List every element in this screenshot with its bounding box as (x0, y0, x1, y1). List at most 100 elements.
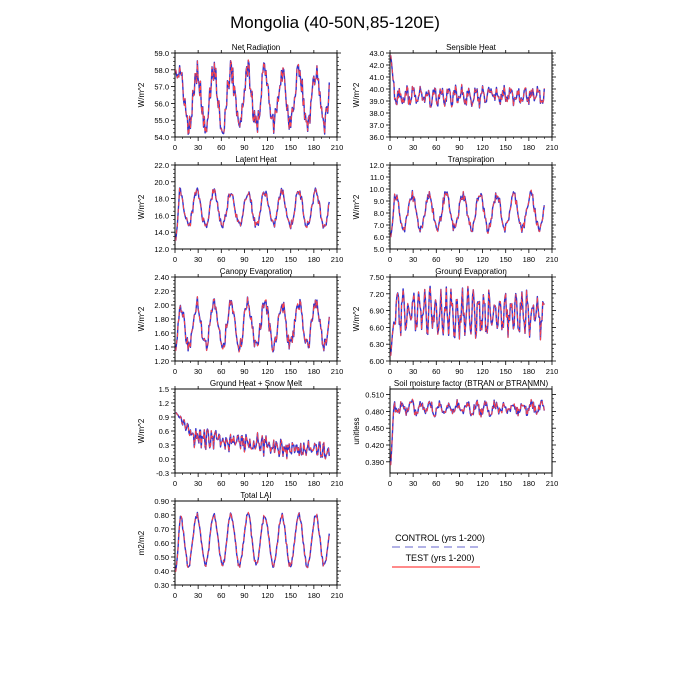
x-tick-label: 30 (409, 479, 417, 488)
y-tick-label: 6.90 (369, 307, 384, 316)
x-tick-label: 150 (284, 591, 297, 600)
y-tick-label: 0.390 (365, 458, 384, 467)
x-tick-label: 150 (284, 255, 297, 264)
chart-panel-2: Sensible Heat 36.0 37.0 38.0 39.0 40.0 41.0 42.… (352, 43, 558, 152)
y-tick-label: 5.0 (374, 245, 384, 254)
y-tick-label: 1.80 (154, 315, 169, 324)
x-tick-label: 30 (194, 367, 202, 376)
x-tick-label: 30 (409, 255, 417, 264)
x-tick-label: 0 (173, 479, 177, 488)
x-tick-label: 210 (546, 143, 559, 152)
y-tick-label: 7.0 (374, 221, 384, 230)
chart-panel-1: Net Radiation 54.0 55.0 56.0 57.0 58.0 59.0 0 30… (137, 43, 343, 152)
chart-title: Transpiration (448, 155, 494, 164)
x-tick-label: 180 (523, 367, 536, 376)
x-tick-label: 60 (217, 143, 225, 152)
x-tick-label: 0 (173, 591, 177, 600)
series-line-control (175, 411, 330, 460)
x-tick-label: 150 (284, 479, 297, 488)
x-tick-label: 210 (331, 255, 344, 264)
chart-panel-9: Total LAI 0.30 0.40 0.50 0.60 0.70 0.80 0.90 0 30… (137, 491, 343, 600)
y-tick-label: 1.5 (159, 385, 169, 394)
series-line-test (390, 189, 545, 238)
y-tick-label: 37.0 (369, 121, 384, 130)
y-axis-label: unitless (352, 417, 361, 444)
x-tick-label: 180 (523, 255, 536, 264)
x-tick-label: 90 (240, 143, 248, 152)
x-tick-label: 120 (476, 255, 489, 264)
y-tick-label: 0.60 (154, 539, 169, 548)
chart-panel-3: Latent Heat 12.0 14.0 16.0 18.0 20.0 22.0 0 30 60… (137, 155, 343, 264)
series-line-test (390, 55, 545, 108)
y-tick-label: 7.20 (369, 290, 384, 299)
chart-panel-5: Canopy Evaporation 1.20 1.40 1.60 1.80 2.00 2.… (137, 267, 343, 376)
x-tick-label: 60 (217, 255, 225, 264)
x-tick-label: 30 (194, 479, 202, 488)
y-tick-label: 0.9 (159, 413, 169, 422)
x-tick-label: 90 (455, 367, 463, 376)
plot-frame (389, 276, 553, 362)
x-tick-label: 180 (523, 479, 536, 488)
x-tick-label: 30 (194, 591, 202, 600)
x-tick-label: 30 (194, 143, 202, 152)
y-tick-label: 42.0 (369, 61, 384, 70)
x-tick-label: 120 (261, 367, 274, 376)
x-tick-label: 0 (173, 367, 177, 376)
y-tick-label: 11.0 (370, 173, 384, 182)
x-tick-label: 60 (217, 479, 225, 488)
plot-frame (174, 500, 338, 586)
x-tick-label: 120 (476, 143, 489, 152)
y-tick-label: 12.0 (154, 245, 169, 254)
y-tick-label: 38.0 (369, 109, 384, 118)
x-tick-label: 120 (476, 367, 489, 376)
y-tick-label: 14.0 (154, 228, 169, 237)
x-tick-label: 60 (432, 255, 440, 264)
y-axis-label: W/m^2 (137, 82, 146, 107)
x-tick-label: 120 (261, 255, 274, 264)
x-tick-label: 0 (173, 255, 177, 264)
x-tick-label: 60 (217, 591, 225, 600)
y-tick-label: 43.0 (369, 49, 384, 58)
x-tick-label: 30 (409, 143, 417, 152)
x-tick-label: 180 (523, 143, 536, 152)
x-tick-label: 150 (499, 479, 512, 488)
y-tick-label: 16.0 (154, 211, 169, 220)
series-line-test (175, 59, 330, 136)
series-line-control (175, 296, 330, 353)
chart-title: Soil moisture factor (BTRAN or BTRANMN) (394, 379, 549, 388)
y-tick-label: 6.0 (374, 233, 384, 242)
x-tick-label: 180 (308, 367, 321, 376)
y-tick-label: 0.30 (154, 581, 169, 590)
chart-title: Ground Evaporation (435, 267, 507, 276)
x-tick-label: 180 (308, 143, 321, 152)
y-tick-label: 6.60 (369, 323, 384, 332)
y-tick-label: 0.50 (154, 553, 169, 562)
y-tick-label: 0.510 (365, 391, 384, 400)
y-tick-label: 56.0 (154, 99, 169, 108)
series-line-test (175, 187, 330, 241)
x-tick-label: 180 (308, 479, 321, 488)
x-tick-label: 210 (331, 143, 344, 152)
y-tick-label: 55.0 (154, 116, 169, 125)
y-tick-label: 10.0 (369, 185, 384, 194)
y-tick-label: 6.00 (369, 357, 384, 366)
x-tick-label: 60 (432, 367, 440, 376)
chart-panel-7: Ground Heat + Snow Melt -0.3 0.0 0.3 0.6 0.9 1… (137, 379, 343, 488)
chart-panel-4: Transpiration 5.0 6.0 7.0 8.0 9.0 10.0 11.0 12.0… (352, 155, 558, 264)
y-tick-label: 0.6 (159, 427, 169, 436)
series-line-control (390, 399, 545, 465)
x-tick-label: 60 (432, 479, 440, 488)
x-tick-label: 120 (261, 143, 274, 152)
y-tick-label: 8.0 (374, 209, 384, 218)
panels-group: Net Radiation 54.0 55.0 56.0 57.0 58.0 59.0 0 30… (137, 43, 558, 600)
x-tick-label: 120 (476, 479, 489, 488)
x-tick-label: 0 (388, 255, 392, 264)
x-tick-label: 210 (331, 479, 344, 488)
x-tick-label: 150 (499, 143, 512, 152)
x-tick-label: 210 (546, 367, 559, 376)
x-tick-label: 90 (455, 143, 463, 152)
y-tick-label: 9.0 (374, 197, 384, 206)
x-tick-label: 90 (240, 479, 248, 488)
y-tick-label: 1.2 (159, 399, 169, 408)
y-tick-label: 6.30 (369, 340, 384, 349)
